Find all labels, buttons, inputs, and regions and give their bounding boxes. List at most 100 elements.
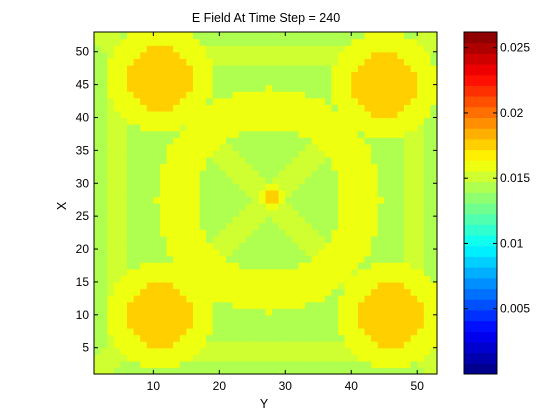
heatmap-cell	[212, 170, 220, 178]
heatmap-cell	[206, 314, 214, 322]
heatmap-cell	[430, 51, 438, 59]
heatmap-cell	[159, 38, 168, 46]
heatmap-cell	[153, 314, 161, 322]
heatmap-cell	[212, 268, 220, 276]
heatmap-cell	[318, 216, 326, 224]
heatmap-cell	[305, 321, 313, 329]
heatmap-cell	[199, 334, 207, 342]
heatmap-cell	[206, 38, 214, 46]
heatmap-cell	[410, 327, 418, 336]
heatmap-cell	[338, 45, 346, 53]
heatmap-cell	[94, 255, 102, 263]
heatmap-cell	[100, 327, 108, 336]
heatmap-cell	[311, 150, 319, 158]
heatmap-cell	[291, 229, 300, 237]
heatmap-cell	[344, 242, 352, 250]
heatmap-cell	[192, 183, 201, 191]
heatmap-cell	[212, 301, 220, 309]
heatmap-cell	[331, 130, 339, 138]
heatmap-cell	[173, 91, 181, 99]
heatmap-cell	[272, 104, 280, 112]
heatmap-cell	[179, 327, 187, 336]
heatmap-cell	[377, 308, 385, 316]
heatmap-cell	[186, 71, 194, 79]
heatmap-cell	[199, 354, 207, 362]
colorbar-swatch	[464, 85, 497, 97]
heatmap-cell	[338, 143, 346, 151]
heatmap-cell	[166, 130, 174, 138]
heatmap-cell	[140, 137, 148, 145]
heatmap-cell	[364, 341, 372, 349]
heatmap-cell	[199, 308, 207, 316]
heatmap-cell	[107, 176, 115, 184]
heatmap-cell	[146, 341, 154, 349]
heatmap-cell	[212, 235, 220, 244]
heatmap-cell	[364, 84, 372, 92]
heatmap-cell	[245, 249, 253, 257]
heatmap-cell	[272, 58, 280, 66]
heatmap-cell	[338, 222, 346, 230]
heatmap-cell	[153, 334, 161, 342]
heatmap-cell	[364, 97, 372, 105]
heatmap-cell	[126, 308, 135, 316]
heatmap-cell	[153, 341, 161, 349]
heatmap-cell	[265, 249, 273, 257]
heatmap-cell	[338, 58, 346, 66]
heatmap-cell	[146, 51, 154, 59]
heatmap-cell	[166, 334, 174, 342]
heatmap-cell	[239, 216, 247, 224]
heatmap-cell	[311, 275, 319, 283]
heatmap-cell	[212, 78, 220, 86]
heatmap-cell	[219, 45, 227, 53]
colorbar-swatch	[464, 170, 497, 183]
heatmap-cell	[318, 268, 326, 276]
heatmap-cell	[159, 137, 168, 145]
heatmap-cell	[159, 222, 168, 230]
heatmap-cell	[430, 367, 438, 375]
heatmap-cell	[153, 288, 161, 296]
heatmap-cell	[159, 150, 168, 158]
heatmap-cell	[206, 45, 214, 53]
colorbar-swatch	[464, 42, 497, 54]
heatmap-cell	[192, 275, 201, 283]
heatmap-cell	[239, 268, 247, 276]
heatmap-cell	[298, 117, 306, 125]
heatmap-cell	[278, 170, 286, 178]
heatmap-cell	[179, 196, 187, 204]
heatmap-cell	[331, 117, 339, 125]
heatmap-cell	[384, 288, 392, 296]
heatmap-cell	[153, 222, 161, 230]
heatmap-cell	[212, 229, 220, 237]
heatmap-cell	[278, 354, 286, 362]
heatmap-cell	[192, 295, 201, 303]
heatmap-cell	[311, 78, 319, 86]
heatmap-cell	[305, 176, 313, 184]
heatmap-cell	[159, 183, 168, 191]
heatmap-cell	[351, 216, 359, 224]
heatmap-cell	[113, 308, 121, 316]
heatmap-cell	[166, 45, 174, 53]
heatmap-cell	[146, 275, 154, 283]
heatmap-cell	[173, 229, 181, 237]
heatmap-cell	[212, 222, 220, 230]
heatmap-cell	[199, 84, 207, 92]
heatmap-cell	[291, 124, 300, 132]
heatmap-cell	[331, 64, 339, 73]
heatmap-cell	[94, 84, 102, 92]
heatmap-cell	[305, 288, 313, 296]
heatmap-cell	[120, 354, 128, 362]
heatmap-cell	[179, 97, 187, 105]
y-tick-label: 10	[76, 308, 90, 322]
heatmap-cell	[179, 58, 187, 66]
heatmap-cell	[305, 255, 313, 263]
heatmap-cell	[331, 150, 339, 158]
heatmap-cell	[219, 78, 227, 86]
heatmap-cell	[364, 91, 372, 99]
heatmap-cell	[305, 347, 313, 355]
heatmap-cell	[298, 341, 306, 349]
heatmap-cell	[278, 229, 286, 237]
heatmap-cell	[199, 32, 207, 40]
heatmap-cell	[384, 222, 392, 230]
heatmap-cell	[305, 327, 313, 336]
heatmap-cell	[331, 32, 339, 40]
